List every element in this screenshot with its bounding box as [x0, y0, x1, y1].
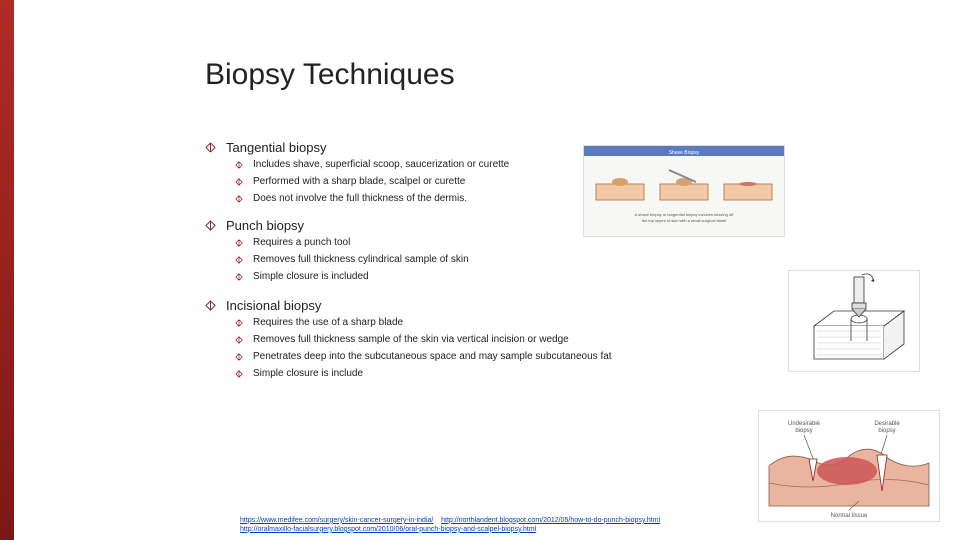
bullet-item: Removes full thickness cylindrical sampl… — [235, 254, 765, 265]
diamond-icon — [235, 319, 243, 327]
svg-text:A shave biopsy or tangential b: A shave biopsy or tangential biopsy invo… — [635, 212, 735, 217]
bullet-text: Requires a punch tool — [253, 237, 350, 248]
bullet-text: Does not involve the full thickness of t… — [253, 193, 467, 204]
diamond-icon — [205, 142, 216, 153]
diamond-icon — [235, 353, 243, 361]
bullet-item: Requires the use of a sharp blade — [235, 317, 765, 328]
bullet-item: Penetrates deep into the subcutaneous sp… — [235, 351, 765, 362]
svg-text:the top layers of skin with a: the top layers of skin with a small surg… — [642, 218, 727, 223]
accent-bar — [0, 0, 14, 540]
diamond-icon — [235, 239, 243, 247]
page-title: Biopsy Techniques — [205, 58, 455, 92]
bullet-text: Simple closure is include — [253, 368, 363, 379]
svg-text:biopsy: biopsy — [878, 428, 895, 434]
heading-incisional: Incisional biopsy — [205, 298, 765, 313]
diamond-icon — [235, 256, 243, 264]
diamond-icon — [235, 370, 243, 378]
bullet-text: Includes shave, superficial scoop, sauce… — [253, 159, 509, 170]
bullet-text: Performed with a sharp blade, scalpel or… — [253, 176, 465, 187]
ref-link[interactable]: http://northlandent.blogspot.com/2012/05… — [441, 517, 660, 524]
bullet-text: Simple closure is included — [253, 271, 369, 282]
bullet-item: Removes full thickness sample of the ski… — [235, 334, 765, 345]
bullet-item: Simple closure is included — [235, 271, 765, 282]
figure-punch-biopsy — [788, 270, 920, 372]
svg-text:Shave Biopsy: Shave Biopsy — [669, 150, 700, 156]
heading-text: Tangential biopsy — [226, 140, 326, 155]
figure-shave-biopsy: Shave Biopsy A shave biopsy or tangentia… — [583, 145, 785, 237]
ref-link[interactable]: https://www.medifee.com/surgery/skin-can… — [240, 517, 433, 524]
diamond-icon — [205, 220, 216, 231]
diamond-icon — [235, 195, 243, 203]
bullet-text: Requires the use of a sharp blade — [253, 317, 403, 328]
bullet-item: Requires a punch tool — [235, 237, 765, 248]
svg-text:Normal tissue: Normal tissue — [831, 513, 868, 519]
bullet-item: Simple closure is include — [235, 368, 765, 379]
svg-text:Desirable: Desirable — [874, 421, 900, 427]
bullet-text: Removes full thickness sample of the ski… — [253, 334, 569, 345]
diamond-icon — [235, 178, 243, 186]
ref-link[interactable]: http://oralmaxillo-facialsurgery.blogspo… — [240, 526, 536, 533]
reference-links: https://www.medifee.com/surgery/skin-can… — [240, 516, 660, 534]
section-incisional: Incisional biopsy Requires the use of a … — [205, 298, 765, 379]
bullet-text: Removes full thickness cylindrical sampl… — [253, 254, 469, 265]
heading-text: Incisional biopsy — [226, 298, 321, 313]
diamond-icon — [235, 273, 243, 281]
diamond-icon — [235, 161, 243, 169]
diamond-icon — [235, 336, 243, 344]
svg-text:biopsy: biopsy — [795, 428, 812, 434]
figure-incisional-biopsy: Undesirable biopsy Desirable biopsy Norm… — [758, 410, 940, 522]
bullet-text: Penetrates deep into the subcutaneous sp… — [253, 351, 612, 362]
heading-text: Punch biopsy — [226, 218, 304, 233]
diamond-icon — [205, 300, 216, 311]
svg-text:Undesirable: Undesirable — [788, 421, 821, 427]
